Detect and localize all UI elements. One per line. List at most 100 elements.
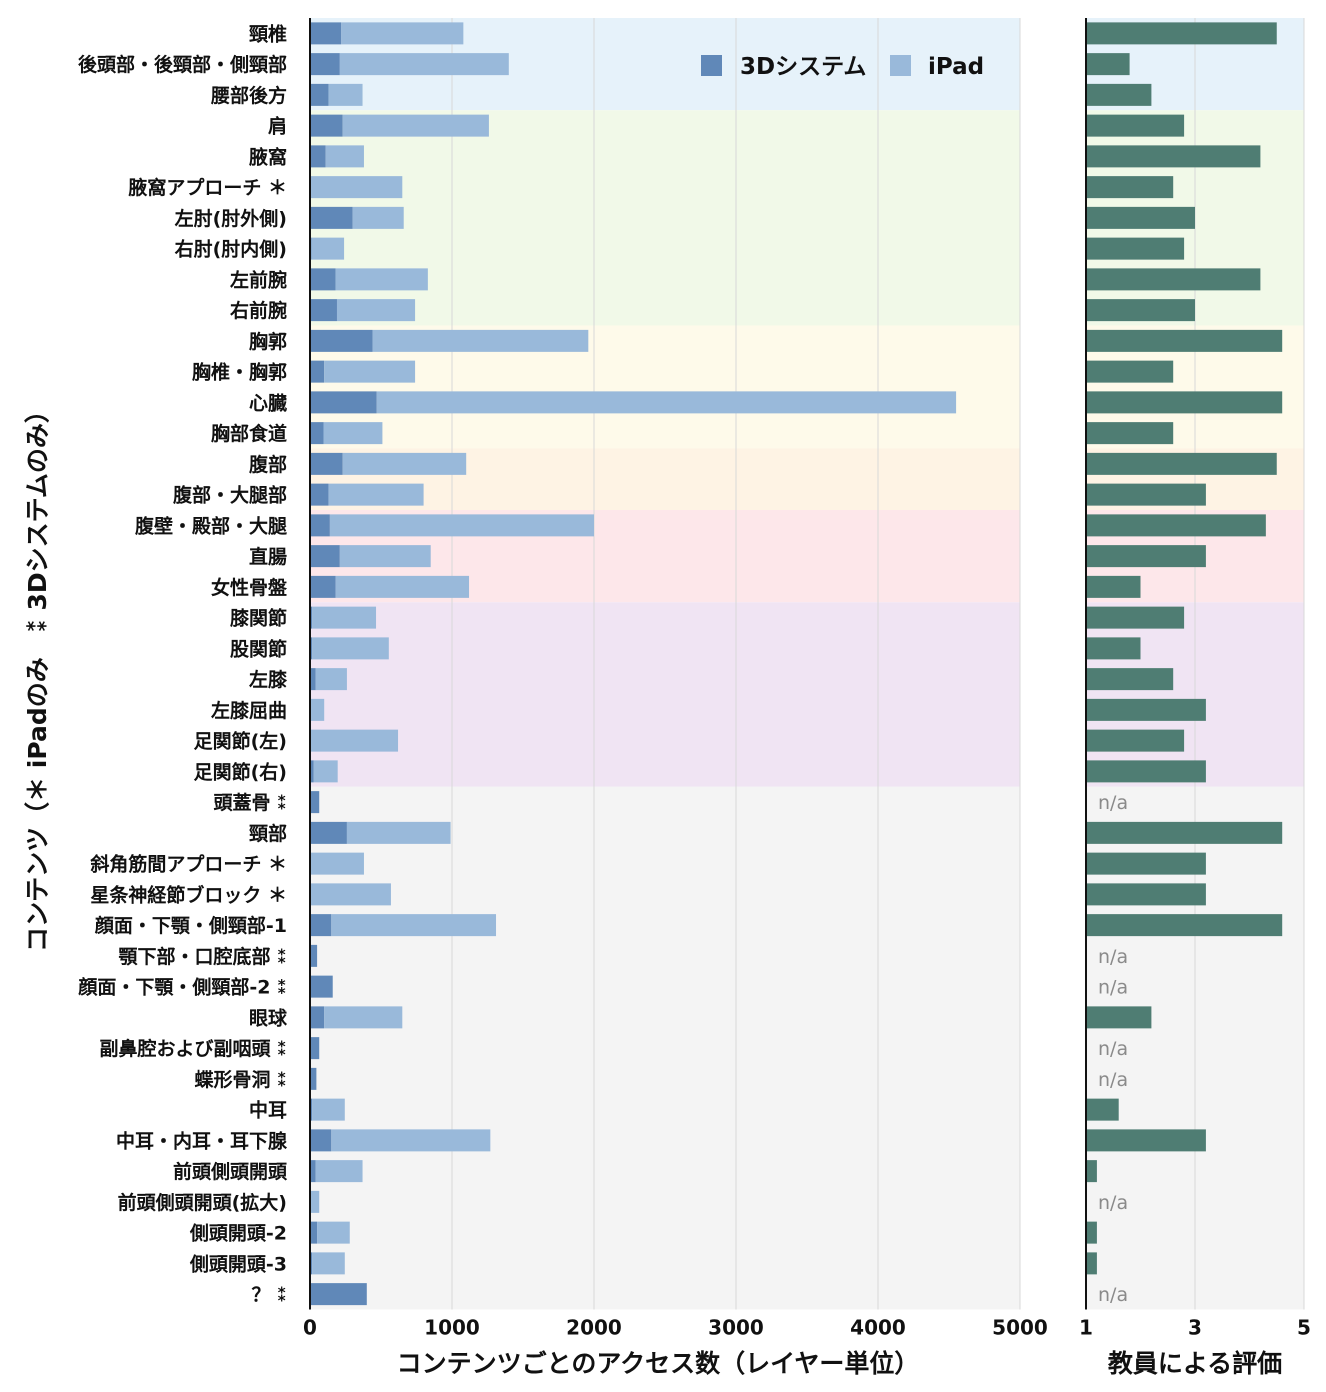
category-label-0: 頸椎 bbox=[249, 22, 287, 45]
bar-3d-17 bbox=[310, 545, 340, 568]
grid-lines bbox=[451, 18, 1305, 1310]
bar-ipad-39 bbox=[317, 1221, 350, 1244]
category-label-38: 前頭側頭開頭(拡大) bbox=[118, 1191, 287, 1214]
bar-ipad-29 bbox=[331, 914, 497, 937]
rating-bar-17 bbox=[1086, 545, 1206, 568]
rating-bar-6 bbox=[1086, 206, 1195, 229]
bar-ipad-24 bbox=[313, 760, 338, 783]
rating-bar-13 bbox=[1086, 422, 1174, 445]
category-label-23: 足関節(左) bbox=[194, 730, 287, 753]
bar-ipad-22 bbox=[310, 698, 325, 721]
bar-3d-4 bbox=[310, 145, 326, 168]
rating-bar-18 bbox=[1086, 575, 1141, 598]
category-label-15: 腹部・大腿部 bbox=[172, 484, 287, 507]
category-label-34: 蝶形骨洞 ⁑ bbox=[194, 1068, 287, 1091]
bar-3d-14 bbox=[310, 452, 343, 475]
bar-ipad-12 bbox=[376, 391, 957, 414]
category-label-24: 足関節(右) bbox=[194, 760, 287, 783]
legend-label-ipad: iPad bbox=[928, 54, 984, 80]
bar-3d-31 bbox=[310, 975, 333, 998]
rating-bar-9 bbox=[1086, 299, 1195, 322]
category-label-9: 右前腕 bbox=[229, 299, 287, 322]
bar-3d-36 bbox=[310, 1129, 332, 1152]
bar-3d-33 bbox=[310, 1037, 320, 1060]
bar-3d-19 bbox=[310, 606, 313, 629]
bar-ipad-17 bbox=[339, 545, 431, 568]
region-band-left-5 bbox=[310, 602, 1020, 787]
category-label-30: 顎下部・口腔底部 ⁑ bbox=[118, 945, 287, 968]
rating-bar-14 bbox=[1086, 452, 1277, 475]
na-label-31: n/a bbox=[1098, 977, 1128, 999]
category-label-11: 胸椎・胸郭 bbox=[192, 361, 287, 384]
rating-bar-7 bbox=[1086, 237, 1185, 260]
category-label-20: 股関節 bbox=[230, 637, 287, 660]
category-label-1: 後頭部・後頸部・側頸部 bbox=[78, 53, 287, 76]
category-label-17: 直腸 bbox=[249, 545, 287, 568]
rating-bar-32 bbox=[1086, 1006, 1152, 1029]
x-tick-left-2: 2000 bbox=[566, 1316, 622, 1340]
bar-3d-3 bbox=[310, 114, 343, 137]
region-band-left-1 bbox=[310, 110, 1020, 326]
category-label-7: 右肘(肘内側) bbox=[174, 238, 287, 261]
bar-3d-37 bbox=[310, 1160, 316, 1183]
rating-bar-3 bbox=[1086, 114, 1185, 137]
category-label-21: 左膝 bbox=[249, 668, 288, 691]
category-label-29: 顔面・下顎・側頸部-1 bbox=[94, 914, 287, 937]
rating-bar-20 bbox=[1086, 637, 1141, 660]
bar-ipad-15 bbox=[328, 483, 424, 506]
y-axis-title: コンテンツ（＊ iPadのみ ⁑ 3Dシステムのみ） bbox=[23, 398, 52, 952]
rating-bar-11 bbox=[1086, 360, 1174, 383]
x-tick-left-0: 0 bbox=[303, 1316, 317, 1340]
rating-bar-23 bbox=[1086, 729, 1185, 752]
rating-bars bbox=[1086, 22, 1283, 1275]
bar-3d-18 bbox=[310, 575, 336, 598]
bar-3d-13 bbox=[310, 422, 324, 445]
category-label-4: 腋窩 bbox=[248, 145, 287, 168]
bar-3d-21 bbox=[310, 668, 316, 691]
bar-ipad-20 bbox=[312, 637, 389, 660]
category-label-22: 左膝屈曲 bbox=[211, 699, 287, 722]
x-tick-left-4: 4000 bbox=[850, 1316, 906, 1340]
bar-ipad-0 bbox=[341, 22, 464, 45]
bar-ipad-5 bbox=[310, 176, 403, 199]
axes bbox=[309, 18, 1087, 1310]
bar-3d-39 bbox=[310, 1221, 318, 1244]
bar-3d-2 bbox=[310, 83, 329, 106]
bar-3d-10 bbox=[310, 329, 373, 352]
rating-bar-4 bbox=[1086, 145, 1261, 168]
bar-3d-9 bbox=[310, 299, 337, 322]
region-band-left-6 bbox=[310, 786, 1020, 1310]
bar-3d-30 bbox=[310, 944, 318, 967]
rating-bar-36 bbox=[1086, 1129, 1206, 1152]
na-label-34: n/a bbox=[1098, 1069, 1128, 1091]
bar-3d-26 bbox=[310, 821, 347, 844]
bar-ipad-7 bbox=[311, 237, 345, 260]
na-label-33: n/a bbox=[1098, 1038, 1128, 1060]
category-label-40: 側頭開頭-3 bbox=[189, 1253, 287, 1275]
rating-bar-26 bbox=[1086, 821, 1283, 844]
rating-bar-37 bbox=[1086, 1160, 1097, 1183]
category-label-10: 胸郭 bbox=[249, 330, 287, 353]
category-label-13: 胸部食道 bbox=[211, 422, 287, 445]
na-labels: n/a n/a n/a n/a n/a n/a n/a bbox=[1098, 792, 1128, 1306]
na-label-25: n/a bbox=[1098, 792, 1128, 814]
bar-ipad-21 bbox=[315, 668, 347, 691]
bar-ipad-3 bbox=[342, 114, 489, 137]
na-label-30: n/a bbox=[1098, 946, 1128, 968]
rating-bar-10 bbox=[1086, 329, 1283, 352]
bar-3d-34 bbox=[310, 1067, 317, 1090]
rating-bar-1 bbox=[1086, 53, 1130, 76]
rating-bar-28 bbox=[1086, 883, 1206, 906]
bar-3d-12 bbox=[310, 391, 377, 414]
legend-label-3d: 3Dシステム bbox=[740, 54, 866, 80]
category-label-36: 中耳・内耳・耳下腺 bbox=[116, 1129, 288, 1152]
bar-ipad-11 bbox=[324, 360, 416, 383]
x-tick-left-1: 1000 bbox=[424, 1316, 480, 1340]
bar-3d-11 bbox=[310, 360, 325, 383]
category-label-5: 腋窩アプローチ ＊ bbox=[127, 176, 287, 199]
bar-3d-0 bbox=[310, 22, 342, 45]
category-label-3: 肩 bbox=[268, 115, 287, 138]
bar-ipad-10 bbox=[372, 329, 589, 352]
